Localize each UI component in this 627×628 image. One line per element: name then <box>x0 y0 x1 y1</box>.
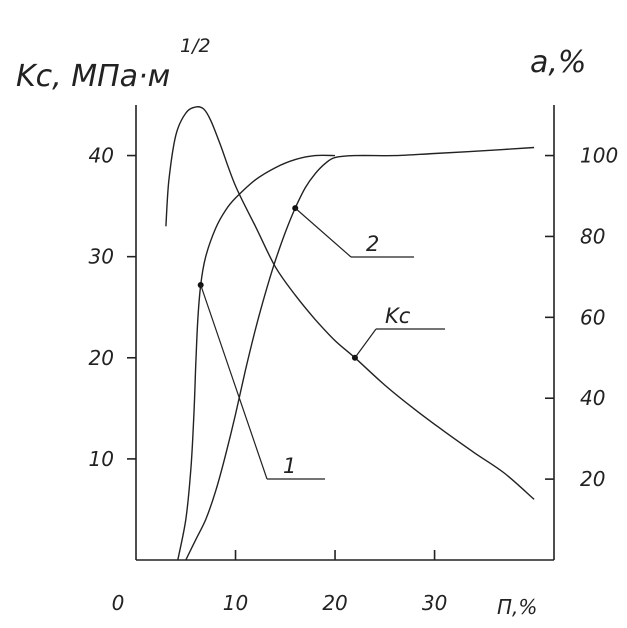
callout-leader-line <box>294 207 352 258</box>
left-axis-title: Kc, МПа·м <box>16 59 170 94</box>
curve-kc <box>165 106 535 500</box>
right-tick-label: 60 <box>580 305 605 329</box>
left-tick-label: 30 <box>89 245 114 269</box>
curve-2 <box>185 146 535 561</box>
right-tick-label: 100 <box>580 144 618 168</box>
x-tick-label: 10 <box>223 591 248 615</box>
callout-leader-line <box>354 328 377 359</box>
x-axis-title: П,% <box>497 595 537 619</box>
left-y-axis-ticks: 10 20 30 40 <box>89 144 136 471</box>
left-tick-label: 10 <box>89 447 114 471</box>
left-axis-title-superscript: 1/2 <box>180 35 211 57</box>
callout-label: Kc <box>385 304 411 328</box>
right-tick-label: 80 <box>580 224 605 248</box>
right-tick-label: 20 <box>580 467 605 491</box>
left-tick-label: 40 <box>89 144 114 168</box>
right-axis-title: a,% <box>530 45 586 80</box>
right-y-axis-ticks: 20 40 60 80 100 <box>545 144 618 491</box>
callout-leader-line <box>200 284 268 480</box>
right-tick-label: 40 <box>580 386 605 410</box>
x-tick-label: 0 <box>112 591 125 615</box>
x-axis-ticks: 0 10 20 30 <box>112 550 447 615</box>
curve-callouts: Kc 1 2 <box>197 205 445 480</box>
series-curves <box>165 106 535 561</box>
callout-label: 1 <box>283 454 296 478</box>
curve-1 <box>177 154 336 561</box>
x-tick-label: 20 <box>322 591 347 615</box>
x-tick-label: 30 <box>422 591 447 615</box>
callout-label: 2 <box>366 232 379 256</box>
left-tick-label: 20 <box>89 346 114 370</box>
